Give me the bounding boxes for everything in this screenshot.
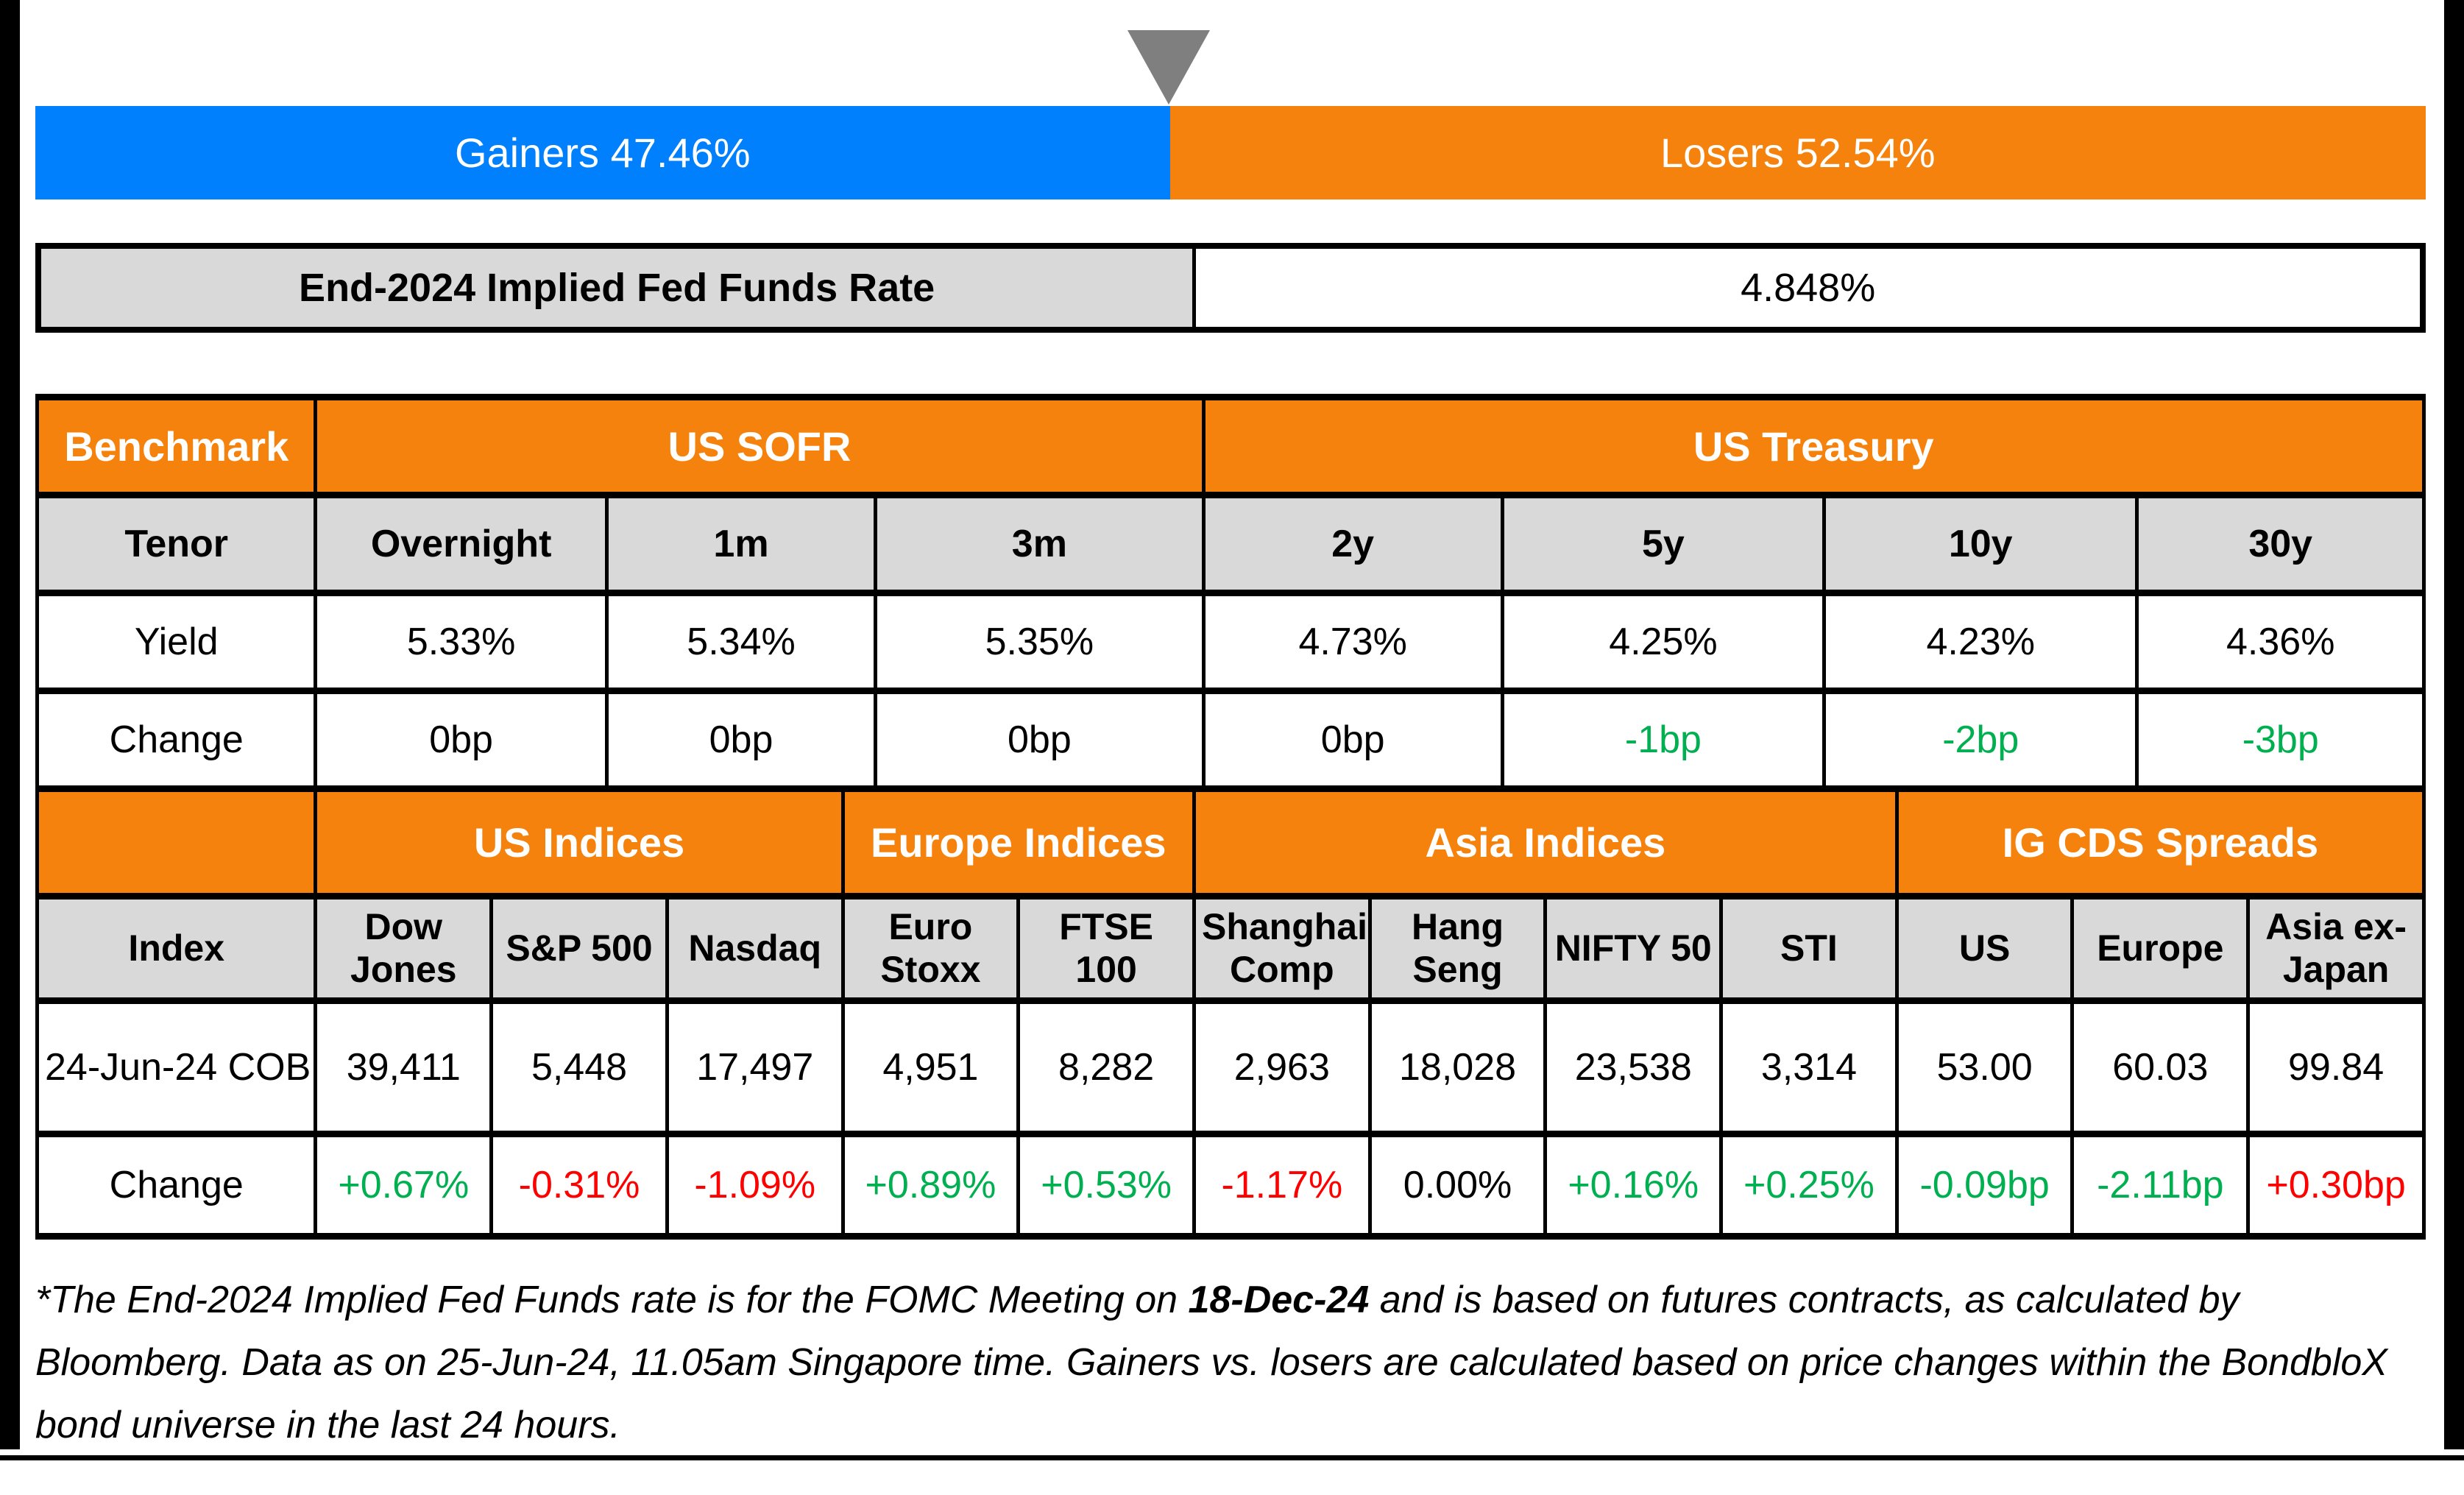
- europe-indices-group-header: Europe Indices: [840, 785, 1196, 900]
- index-change-cell: +0.67%: [314, 1131, 494, 1240]
- losers-segment: Losers 52.54%: [1169, 106, 2426, 199]
- index-change-cell: -1.17%: [1192, 1131, 1372, 1240]
- index-change-cell: -0.31%: [489, 1131, 669, 1240]
- indices-table: US Indices Europe Indices Asia Indices I…: [35, 785, 2426, 1240]
- tenor-row-label: Tenor: [35, 492, 318, 596]
- cob-value-cell: 5,448: [489, 997, 669, 1137]
- benchmark-change-row-label: Change: [35, 688, 318, 792]
- ig-cds-group-header: IG CDS Spreads: [1894, 785, 2426, 900]
- indices-change-row-label: Change: [35, 1131, 318, 1240]
- benchmark-change-cell: -3bp: [2135, 688, 2426, 792]
- losers-label: Losers 52.54%: [1660, 130, 1936, 176]
- index-name-header: US: [1894, 893, 2075, 1004]
- yield-row-label: Yield: [35, 590, 318, 694]
- fed-funds-value: 4.848%: [1196, 249, 2420, 327]
- index-change-cell: 0.00%: [1367, 1131, 1548, 1240]
- fed-funds-strip: End-2024 Implied Fed Funds Rate 4.848%: [35, 243, 2426, 333]
- tenor-header: 10y: [1822, 492, 2139, 596]
- tenor-header: 2y: [1201, 492, 1504, 596]
- index-change-cell: +0.25%: [1719, 1131, 1899, 1240]
- index-name-header: Dow Jones: [314, 893, 494, 1004]
- tenor-header: Overnight: [314, 492, 609, 596]
- market-update-graphic: Gainers 47.46% Losers 52.54% End-2024 Im…: [35, 0, 2426, 1495]
- cob-row-label: 24-Jun-24 COB: [35, 997, 318, 1137]
- benchmark-change-cell: 0bp: [314, 688, 609, 792]
- index-name-header: NIFTY 50: [1543, 893, 1724, 1004]
- us-sofr-group-header: US SOFR: [314, 394, 1206, 498]
- benchmark-change-cell: 0bp: [1201, 688, 1504, 792]
- index-name-header: Asia ex-Japan: [2246, 893, 2426, 1004]
- yield-value-cell: 5.34%: [604, 590, 878, 694]
- cob-value-cell: 3,314: [1719, 997, 1899, 1137]
- benchmark-corner-header: Benchmark: [35, 394, 318, 498]
- tenor-header: 1m: [604, 492, 878, 596]
- index-change-cell: +0.89%: [840, 1131, 1021, 1240]
- yield-value-cell: 4.36%: [2135, 590, 2426, 694]
- benchmark-change-cell: -2bp: [1822, 688, 2139, 792]
- indices-corner-cell: [35, 785, 318, 900]
- cob-value-cell: 17,497: [665, 997, 845, 1137]
- fed-funds-label: End-2024 Implied Fed Funds Rate: [41, 249, 1197, 327]
- frame-left: [0, 0, 20, 1449]
- benchmark-change-cell: -1bp: [1500, 688, 1827, 792]
- cob-value-cell: 99.84: [2246, 997, 2426, 1137]
- frame-right: [2444, 0, 2464, 1449]
- cob-value-cell: 8,282: [1016, 997, 1196, 1137]
- frame-bottom: [0, 1455, 2464, 1460]
- yield-value-cell: 4.73%: [1201, 590, 1504, 694]
- yield-value-cell: 5.33%: [314, 590, 609, 694]
- footnote-bold-date: 18-Dec-24: [1188, 1279, 1370, 1321]
- benchmark-table: Benchmark US SOFR US Treasury Tenor Over…: [35, 394, 2426, 792]
- cob-value-cell: 53.00: [1894, 997, 2075, 1137]
- gainers-label: Gainers 47.46%: [454, 130, 751, 176]
- benchmark-change-cell: 0bp: [874, 688, 1206, 792]
- footnote: *The End-2024 Implied Fed Funds rate is …: [35, 1269, 2420, 1457]
- index-name-header: Euro Stoxx: [840, 893, 1021, 1004]
- index-name-header: S&P 500: [489, 893, 669, 1004]
- tenor-header: 30y: [2135, 492, 2426, 596]
- yield-value-cell: 5.35%: [874, 590, 1206, 694]
- cob-value-cell: 39,411: [314, 997, 494, 1137]
- yield-value-cell: 4.25%: [1500, 590, 1827, 694]
- tenor-header: 5y: [1500, 492, 1827, 596]
- index-change-cell: +0.16%: [1543, 1131, 1724, 1240]
- us-treasury-group-header: US Treasury: [1201, 394, 2426, 498]
- index-change-cell: +0.53%: [1016, 1131, 1196, 1240]
- index-row-label: Index: [35, 893, 318, 1004]
- index-name-header: Hang Seng: [1367, 893, 1548, 1004]
- gainers-segment: Gainers 47.46%: [35, 106, 1170, 199]
- tenor-header: 3m: [874, 492, 1206, 596]
- index-name-header: Nasdaq: [665, 893, 845, 1004]
- yield-value-cell: 4.23%: [1822, 590, 2139, 694]
- cob-value-cell: 23,538: [1543, 997, 1724, 1137]
- index-change-cell: -1.09%: [665, 1131, 845, 1240]
- footnote-text-2: and is based on futures contracts, as ca…: [35, 1279, 2387, 1446]
- cob-value-cell: 4,951: [840, 997, 1021, 1137]
- index-change-cell: -0.09bp: [1894, 1131, 2075, 1240]
- index-name-header: STI: [1719, 893, 1899, 1004]
- index-name-header: Shanghai Comp: [1192, 893, 1372, 1004]
- index-name-header: FTSE 100: [1016, 893, 1196, 1004]
- us-indices-group-header: US Indices: [314, 785, 845, 900]
- benchmark-change-cell: 0bp: [604, 688, 878, 792]
- index-change-cell: -2.11bp: [2070, 1131, 2251, 1240]
- footnote-text-1: *The End-2024 Implied Fed Funds rate is …: [35, 1279, 1189, 1321]
- cob-value-cell: 2,963: [1192, 997, 1372, 1137]
- split-pointer-triangle-icon: [1127, 30, 1210, 105]
- cob-value-cell: 60.03: [2070, 997, 2251, 1137]
- index-name-header: Europe: [2070, 893, 2251, 1004]
- index-change-cell: +0.30bp: [2246, 1131, 2426, 1240]
- gainers-losers-bar: Gainers 47.46% Losers 52.54%: [35, 106, 2426, 199]
- asia-indices-group-header: Asia Indices: [1192, 785, 1899, 900]
- cob-value-cell: 18,028: [1367, 997, 1548, 1137]
